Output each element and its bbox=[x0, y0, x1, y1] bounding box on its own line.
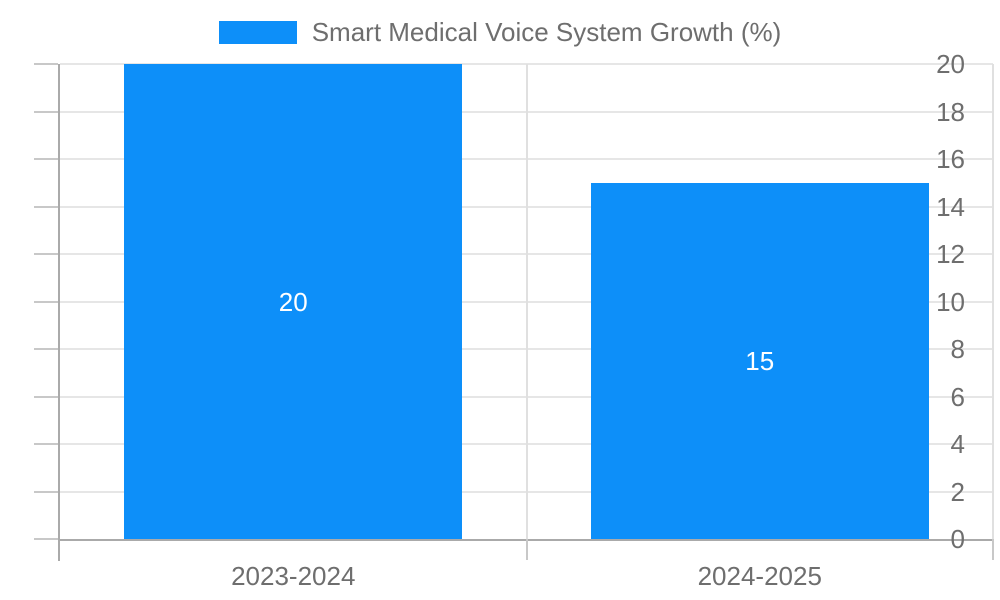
v-gridline bbox=[992, 64, 994, 539]
y-axis-tick bbox=[34, 253, 58, 255]
y-axis-tick bbox=[34, 205, 58, 208]
x-axis-tick bbox=[992, 539, 994, 560]
y-tick-label: 12 bbox=[936, 239, 965, 269]
y-tick-label: 0 bbox=[950, 524, 965, 554]
y-axis-line bbox=[58, 64, 60, 561]
x-tick-label: 2023-2024 bbox=[231, 561, 356, 591]
legend-swatch-icon bbox=[218, 20, 297, 44]
x-axis-tick bbox=[525, 539, 528, 560]
y-axis-tick bbox=[34, 395, 58, 398]
x-tick-label: 2024-2025 bbox=[697, 561, 822, 591]
y-axis-tick bbox=[34, 490, 58, 493]
y-tick-label: 10 bbox=[936, 286, 965, 317]
y-axis-tick bbox=[34, 348, 58, 350]
y-tick-label: 8 bbox=[950, 334, 965, 364]
bar-2024-2025[interactable]: 15 bbox=[590, 182, 929, 539]
legend-item[interactable]: Smart Medical Voice System Growth (%) bbox=[0, 18, 1000, 46]
plot-area: 0 2 4 6 8 10 12 14 16 18 20 20 2023-2024 15 2024-2025 bbox=[34, 51, 994, 589]
y-tick-label: 14 bbox=[936, 191, 965, 222]
y-tick-label: 6 bbox=[950, 381, 965, 412]
y-axis-tick bbox=[34, 443, 58, 445]
bar-value-label: 15 bbox=[745, 345, 775, 376]
y-tick-label: 4 bbox=[950, 429, 965, 459]
y-axis-tick bbox=[34, 158, 58, 160]
bar-2023-2024[interactable]: 20 bbox=[124, 64, 463, 539]
bar-value-label: 20 bbox=[278, 286, 308, 317]
y-axis-tick bbox=[34, 538, 58, 540]
y-axis-tick bbox=[34, 300, 58, 303]
y-axis-tick bbox=[34, 110, 58, 113]
y-tick-label: 2 bbox=[950, 476, 965, 507]
y-tick-label: 16 bbox=[936, 144, 965, 174]
y-tick-label: 18 bbox=[936, 96, 965, 127]
y-tick-label: 20 bbox=[936, 49, 965, 79]
v-gridline bbox=[525, 64, 528, 539]
legend-label: Smart Medical Voice System Growth (%) bbox=[311, 17, 782, 47]
y-axis-tick bbox=[34, 63, 58, 65]
